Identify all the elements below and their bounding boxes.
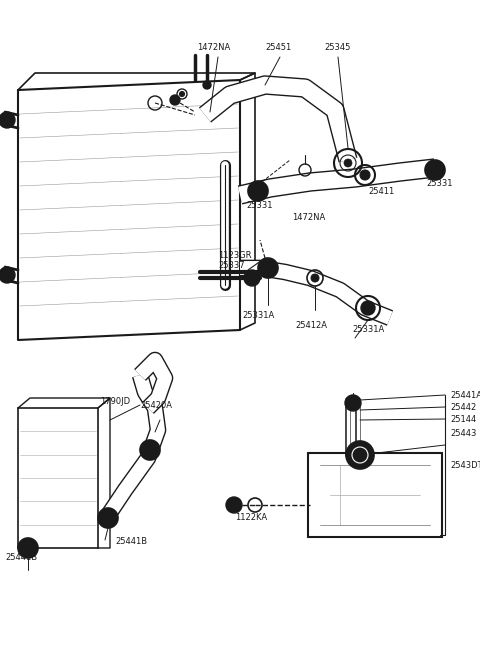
Text: 25443: 25443	[450, 428, 476, 438]
Text: 25412A: 25412A	[295, 321, 327, 330]
Text: 25442: 25442	[450, 403, 476, 413]
Circle shape	[244, 270, 260, 286]
Circle shape	[346, 441, 374, 469]
FancyBboxPatch shape	[18, 408, 98, 548]
FancyBboxPatch shape	[308, 453, 442, 537]
Circle shape	[425, 160, 445, 180]
Circle shape	[18, 538, 38, 558]
Text: 25420A: 25420A	[140, 401, 172, 411]
Text: 1122KA: 1122KA	[235, 512, 267, 522]
Circle shape	[345, 395, 361, 411]
Circle shape	[0, 267, 15, 283]
Text: 25331: 25331	[426, 179, 453, 187]
Circle shape	[180, 91, 184, 97]
Text: 25345: 25345	[324, 43, 350, 53]
Text: 25337: 25337	[218, 260, 245, 269]
Circle shape	[0, 112, 15, 128]
Circle shape	[311, 274, 319, 282]
Circle shape	[361, 301, 375, 315]
Text: 25144: 25144	[450, 415, 476, 424]
Text: 25331: 25331	[246, 200, 273, 210]
Circle shape	[98, 508, 118, 528]
Circle shape	[226, 497, 242, 513]
Circle shape	[248, 181, 268, 201]
Circle shape	[360, 170, 370, 180]
Text: 25331A: 25331A	[242, 311, 274, 319]
Text: 25411: 25411	[368, 187, 394, 196]
Text: 2543DT: 2543DT	[450, 461, 480, 470]
Text: 1472NA: 1472NA	[197, 43, 230, 53]
Text: 25441B: 25441B	[115, 537, 147, 547]
Text: 25441B: 25441B	[5, 553, 37, 562]
Circle shape	[170, 95, 180, 105]
Text: 1472NA: 1472NA	[292, 214, 325, 223]
Text: 25441A: 25441A	[450, 390, 480, 399]
Text: 1123GR: 1123GR	[218, 250, 252, 260]
Circle shape	[140, 440, 160, 460]
Text: 25331A: 25331A	[352, 325, 384, 334]
Circle shape	[258, 258, 278, 278]
Circle shape	[365, 305, 371, 311]
Text: 1790JD: 1790JD	[100, 397, 130, 407]
Circle shape	[344, 159, 352, 167]
Circle shape	[203, 81, 211, 89]
Text: 25451: 25451	[265, 43, 291, 53]
